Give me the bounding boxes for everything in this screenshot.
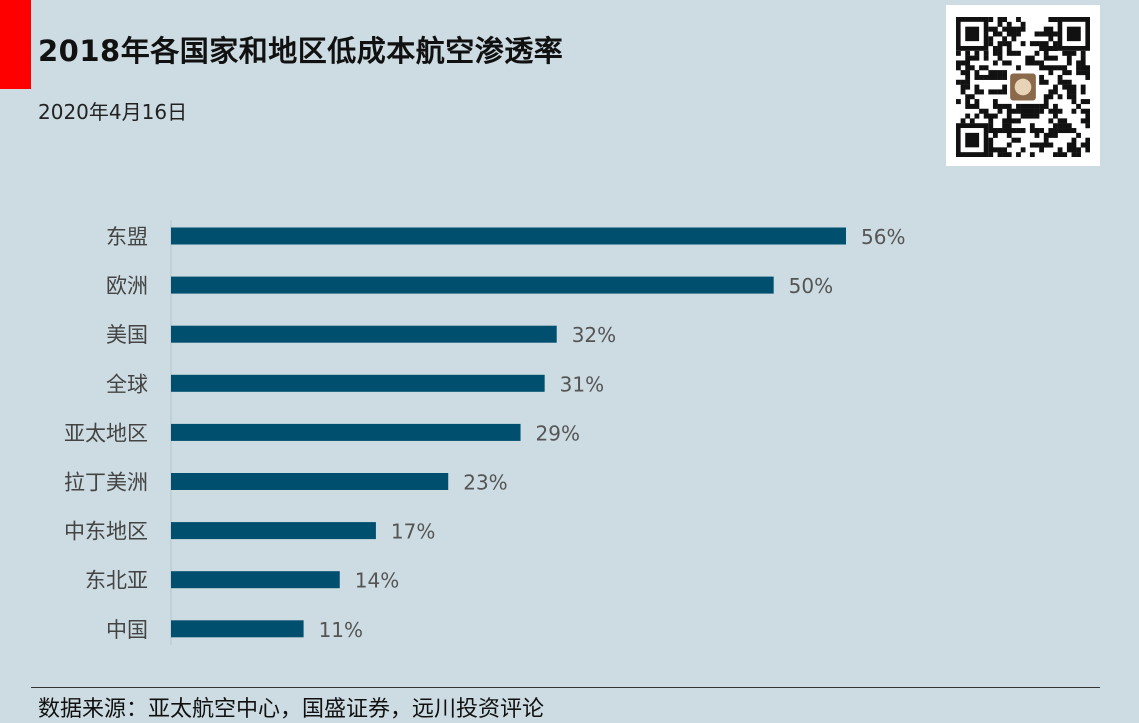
value-label: 23% xyxy=(463,471,507,495)
category-label: 全球 xyxy=(106,372,148,396)
category-label: 拉丁美洲 xyxy=(64,471,148,495)
bar xyxy=(171,227,846,245)
footer-divider xyxy=(31,687,1100,688)
value-label: 32% xyxy=(572,323,616,347)
bar xyxy=(171,374,545,392)
data-source: 数据来源：亚太航空中心，国盛证券，远川投资评论 xyxy=(38,697,545,722)
category-label: 欧洲 xyxy=(106,274,148,298)
value-label: 14% xyxy=(355,569,399,593)
bar xyxy=(171,423,521,441)
qr-code xyxy=(946,5,1100,166)
chart-title: 2018年各国家和地区低成本航空渗透率 xyxy=(38,34,564,68)
category-label: 美国 xyxy=(106,323,148,347)
value-label: 17% xyxy=(391,520,435,544)
category-label: 东盟 xyxy=(106,225,148,249)
category-label: 中东地区 xyxy=(64,520,148,544)
bar xyxy=(171,522,376,540)
qr-code-image xyxy=(956,17,1090,157)
value-label: 50% xyxy=(789,274,833,298)
value-label: 29% xyxy=(536,421,580,445)
bar xyxy=(171,276,774,294)
value-label: 56% xyxy=(861,225,905,249)
value-label: 31% xyxy=(560,372,604,396)
value-label: 11% xyxy=(319,618,363,642)
category-label: 东北亚 xyxy=(85,569,148,593)
bar xyxy=(171,571,340,589)
chart-date: 2020年4月16日 xyxy=(38,100,188,124)
category-label: 亚太地区 xyxy=(64,421,148,445)
bar xyxy=(171,473,449,490)
bar xyxy=(171,325,557,343)
accent-bar xyxy=(0,0,31,89)
category-label: 中国 xyxy=(106,618,148,642)
bar xyxy=(171,620,304,638)
